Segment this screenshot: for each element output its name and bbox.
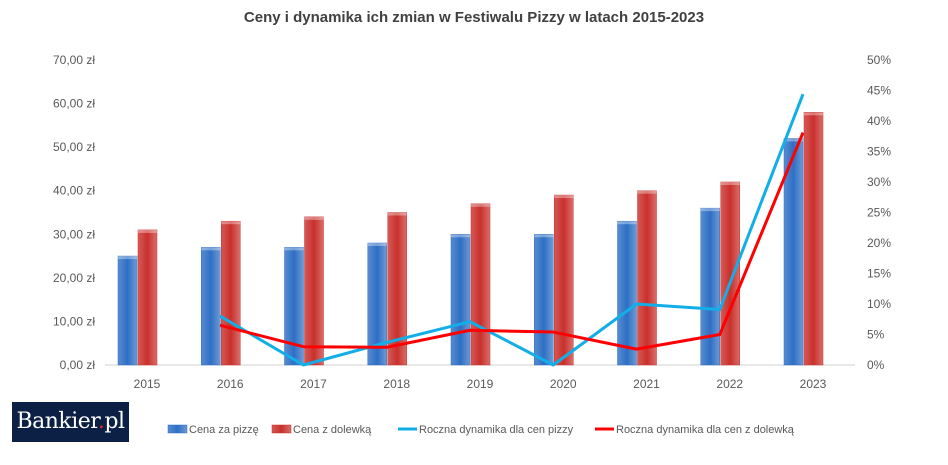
legend-label: Cena z dolewką: [293, 424, 372, 436]
bar-highlight: [451, 234, 470, 238]
bar-cena-z-dolewka: [720, 181, 740, 366]
bar-highlight: [387, 212, 407, 216]
line-series-2: [219, 93, 805, 367]
x-tick-label: 2015: [134, 377, 161, 391]
y-left-tick-label: 0,00 zł: [60, 358, 96, 372]
legend-item: Roczna dynamika dla cen pizzy: [398, 424, 574, 436]
bar-highlight: [720, 182, 740, 185]
bar-highlight: [221, 221, 241, 225]
x-tick-label: 2018: [383, 377, 410, 391]
x-tick-label: 2020: [550, 377, 577, 391]
bar-highlight: [534, 234, 554, 238]
bar-cena-za-pizze: [783, 138, 804, 366]
x-tick-label: 2016: [217, 377, 244, 391]
bar-cena-z-dolewka: [803, 112, 824, 366]
bar-cena-z-dolewka: [554, 194, 574, 366]
y-right-tick-label: 15%: [867, 267, 891, 281]
bar-highlight: [784, 138, 803, 142]
bar-cena-za-pizze: [617, 220, 637, 366]
bankier-logo: Bankier.pl: [12, 402, 129, 442]
bar-highlight: [304, 216, 324, 220]
bar-highlight: [700, 208, 720, 212]
bar-highlight: [471, 203, 490, 207]
bar-highlight: [637, 190, 657, 194]
y-left-tick-label: 20,00 zł: [53, 271, 95, 285]
bar-cena-za-pizze: [367, 242, 387, 366]
bar-highlight: [617, 221, 637, 225]
y-right-tick-label: 5%: [867, 328, 885, 342]
bar-highlight: [118, 256, 137, 260]
y-right-tick-label: 0%: [867, 358, 885, 372]
x-tick-label: 2022: [716, 377, 743, 391]
bar-cena-za-pizze: [534, 234, 554, 366]
y-right-tick-label: 50%: [867, 53, 891, 67]
y-left-tick-label: 60,00 zł: [53, 97, 95, 111]
y-left-tick-label: 10,00 zł: [53, 314, 95, 328]
legend-label: Cena za pizzę: [189, 424, 259, 436]
legend-swatch: [271, 424, 292, 434]
bar-cena-z-dolewka: [637, 190, 657, 366]
bar-cena-z-dolewka: [221, 220, 241, 366]
x-tick-label: 2023: [800, 377, 827, 391]
bar-highlight: [284, 247, 304, 251]
x-tick-label: 2021: [633, 377, 660, 391]
bar-highlight: [138, 229, 157, 233]
chart-title: Ceny i dynamika ich zmian w Festiwalu Pi…: [244, 9, 704, 26]
y-right-tick-label: 30%: [867, 175, 891, 189]
legend-swatch: [167, 424, 188, 434]
line-series-3: [219, 132, 805, 351]
bar-cena-za-pizze: [450, 234, 471, 366]
bar-highlight: [554, 195, 574, 199]
legend-item: Cena z dolewką: [271, 424, 372, 436]
bar-highlight: [201, 247, 221, 251]
bar-cena-z-dolewka: [387, 212, 407, 366]
y-left-tick-label: 40,00 zł: [53, 184, 95, 198]
y-right-tick-label: 45%: [867, 84, 891, 98]
bar-cena-z-dolewka: [304, 216, 324, 366]
legend-label: Roczna dynamika dla cen pizzy: [419, 424, 574, 436]
bar-cena-za-pizze: [700, 207, 720, 366]
y-right-tick-label: 10%: [867, 297, 891, 311]
legend-item: Cena za pizzę: [167, 424, 259, 436]
bar-cena-za-pizze: [117, 255, 138, 366]
x-tick-label: 2019: [467, 377, 494, 391]
bar-cena-za-pizze: [201, 247, 221, 366]
y-right-tick-label: 40%: [867, 114, 891, 128]
y-right-tick-label: 25%: [867, 206, 891, 220]
y-left-tick-label: 50,00 zł: [53, 140, 95, 154]
legend-label: Roczna dynamika dla cen z dolewką: [616, 424, 795, 436]
y-right-tick-label: 35%: [867, 145, 891, 159]
x-tick-label: 2017: [300, 377, 327, 391]
bar-cena-za-pizze: [284, 247, 304, 366]
legend-item: Roczna dynamika dla cen z dolewką: [595, 424, 795, 436]
y-right-tick-label: 20%: [867, 236, 891, 250]
bar-cena-z-dolewka: [137, 229, 158, 366]
bar-highlight: [804, 112, 823, 116]
y-left-tick-label: 70,00 zł: [53, 53, 95, 67]
bar-highlight: [367, 243, 387, 246]
y-left-tick-label: 30,00 zł: [53, 227, 95, 241]
bar-cena-z-dolewka: [470, 203, 491, 366]
